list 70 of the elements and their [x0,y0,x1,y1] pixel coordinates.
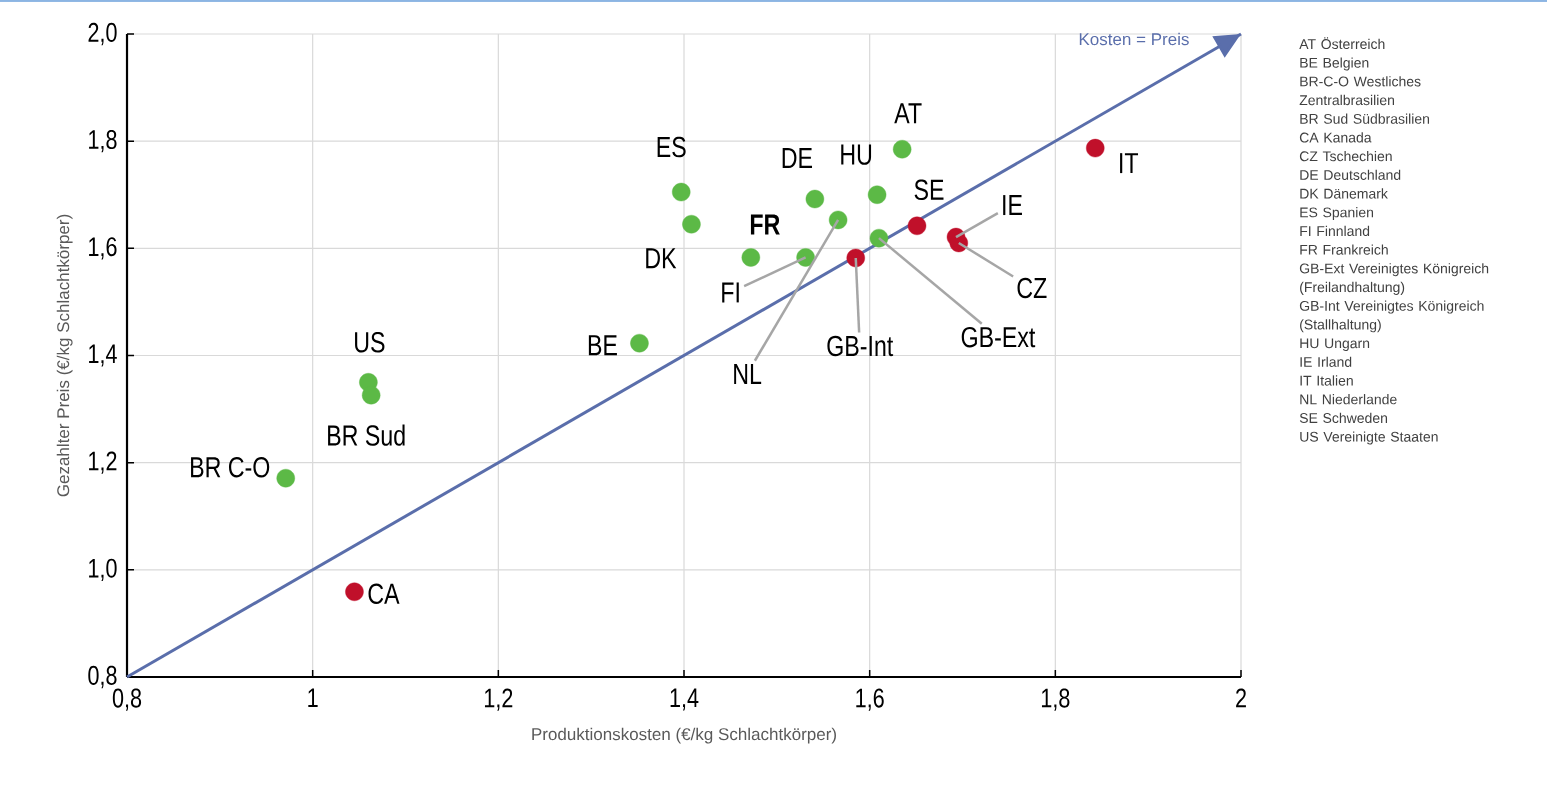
text: SE Schweden [1299,412,1388,424]
x-tick-label: 1,2 [484,688,513,711]
x-axis-title: Produktionskosten (€/kg Schlachtkörper) [532,727,836,744]
annotation: US [355,332,385,353]
point [672,182,691,202]
annotation: SE [914,179,944,201]
annotation: GB-Int [827,335,894,357]
point [682,215,701,234]
y-tick-label: 1,8 [89,130,117,153]
annotation: AT [894,103,922,124]
text: IE Irland [1300,356,1352,367]
text: NL Niederlande [1300,394,1397,405]
x-tick-label: 2 [1236,688,1246,708]
text: HU Ungarn [1300,338,1370,351]
point [805,189,825,209]
text: IT Italien [1300,375,1353,386]
x-tick-label: 1,4 [670,688,699,711]
text: BE Belgien [1300,57,1369,71]
point [1086,138,1105,158]
point [276,468,295,488]
annotation: NL [734,363,762,384]
point [345,582,364,601]
x-tick-label: 0,8 [112,688,142,711]
point [630,333,649,353]
annotation: ES [657,136,686,158]
annotation: DE [782,148,813,168]
point [846,248,865,268]
text: DE Deutschland [1300,169,1401,180]
annotation: CZ [1017,277,1047,299]
x-tick-label: 1,6 [856,688,884,711]
point [869,228,889,248]
annotation: IT [1120,153,1139,174]
annotation: IE [1003,195,1022,216]
text: DK Dänemark [1300,188,1388,199]
y-tick-label: 1,2 [89,451,117,474]
text: CZ Tschechien [1299,150,1392,162]
point [828,210,848,230]
text: BR-C-O Westliches Zentralbrasilien [1299,76,1421,106]
point [741,248,761,267]
y-tick-label: 1,0 [89,558,117,581]
text: GB-Int Vereinigtes Königreich (Stallhaltung) [1299,300,1484,333]
annotation: BR C-O [191,456,270,478]
annotation: FI [722,282,739,303]
point [907,216,927,236]
y-tick-label: 2,0 [88,22,117,46]
y-tick-label: 1,6 [89,237,117,260]
text: AT Österreich [1299,37,1385,50]
annotation: FR [750,214,780,235]
y-axis-title: Gezahlter Preis (€/kg Schlachtkörper) [56,214,73,497]
legend-label: Kosten = Preis [1079,32,1189,46]
text: CA Kanada [1299,132,1372,143]
y-tick-label: 1,4 [89,344,117,367]
annotation: BE [588,335,617,356]
annotation: BR Sud [328,424,405,446]
annotation: CA [368,583,400,605]
x-tick-label: 1,8 [1041,688,1070,711]
text: ES Spanien [1300,207,1374,221]
annotation: HU [841,144,872,165]
y-tick-label: 0,8 [88,665,117,689]
annotation: DK [646,248,677,269]
text: US Vereinigte Staaten [1300,431,1438,445]
point [867,185,887,204]
text: BR Sud Südbrasilien [1300,113,1430,124]
annotation: GB-Ext [961,326,1036,348]
point [361,385,381,405]
x-tick-label: 1 [308,688,318,708]
text: GB-Ext Vereinigtes Königreich (Freilandhaltung) [1299,263,1489,295]
text: FI Finnland [1300,225,1370,237]
point [892,139,912,159]
text: FR Frankreich [1300,244,1388,255]
